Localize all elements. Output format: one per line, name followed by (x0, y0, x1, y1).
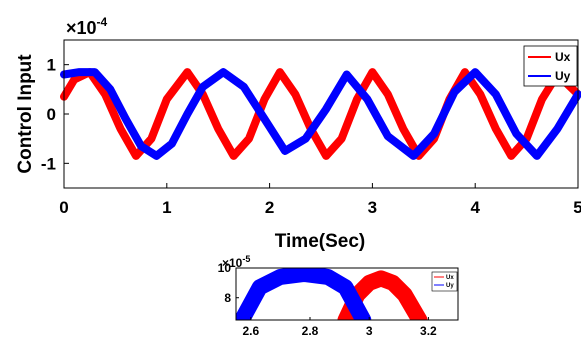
main-series-uy-band (60, 68, 581, 160)
main-x-tick-label: 2 (265, 198, 274, 217)
main-y-ticks: -1 0 1 (41, 56, 69, 173)
inset-legend: Ux Uy (431, 271, 458, 292)
main-y-multiplier-exponent: -4 (97, 15, 108, 29)
main-legend: Ux Uy (523, 45, 578, 87)
inset-axes-box (235, 267, 459, 321)
main-chart: 0 1 2 3 4 5 -1 0 1 ×10-4 Time(Sec) Control Inpu… (15, 15, 581, 252)
main-x-tick-label: 0 (59, 198, 68, 217)
inset-y-ticks: 8 10 (218, 261, 239, 305)
main-x-tick-label: 5 (573, 198, 581, 217)
inset-y-tick-label: 10 (218, 261, 232, 275)
main-y-tick-label: 1 (47, 56, 56, 75)
main-x-axis-label: Time(Sec) (275, 231, 365, 252)
inset-legend-label-ux: Ux (446, 275, 454, 281)
main-x-ticks: 0 1 2 3 4 5 (59, 183, 581, 217)
inset-x-tick-label: 2.8 (302, 324, 319, 338)
main-y-multiplier: ×10-4 (66, 15, 108, 38)
inset-series-uy-band (236, 268, 372, 320)
main-x-tick-label: 1 (162, 198, 171, 217)
inset-chart: 2.6 2.8 3 3.2 8 10 ×10-5 Ux Uy (218, 254, 459, 338)
inset-y-tick-label: 8 (224, 291, 231, 305)
inset-x-tick-label: 2.6 (242, 324, 259, 338)
main-series-layer (60, 68, 581, 160)
main-x-tick-label: 3 (368, 198, 377, 217)
main-y-tick-label: -1 (41, 154, 56, 173)
inset-y-multiplier-base: ×10 (222, 256, 243, 270)
inset-x-tick-label: 3 (366, 324, 373, 338)
main-y-tick-label: 0 (47, 105, 56, 124)
inset-series-layer (236, 268, 428, 320)
main-y-axis-label: Control Input (15, 54, 36, 174)
inset-y-multiplier: ×10-5 (222, 254, 250, 270)
main-legend-label-uy: Uy (555, 69, 571, 83)
main-series-ux-band (60, 68, 581, 160)
main-legend-box (523, 45, 578, 87)
main-y-multiplier-base: ×10 (66, 18, 97, 38)
main-x-tick-label: 4 (470, 198, 480, 217)
inset-legend-label-uy: Uy (446, 283, 454, 289)
main-legend-label-ux: Ux (555, 50, 571, 64)
inset-x-ticks: 2.6 2.8 3 3.2 (242, 317, 437, 338)
inset-x-tick-label: 3.2 (420, 324, 437, 338)
inset-y-multiplier-exponent: -5 (242, 254, 250, 264)
